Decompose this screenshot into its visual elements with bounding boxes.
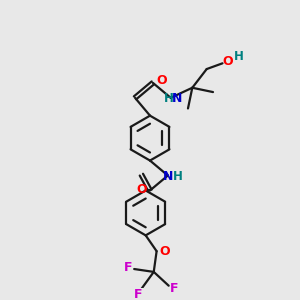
Text: H: H [233, 50, 243, 64]
Text: N: N [163, 169, 174, 183]
Text: H: H [164, 92, 173, 105]
Text: F: F [170, 281, 179, 295]
Text: O: O [222, 56, 233, 68]
Text: F: F [134, 288, 143, 300]
Text: H: H [173, 169, 183, 183]
Text: N: N [172, 92, 182, 105]
Text: O: O [136, 182, 147, 196]
Text: O: O [159, 245, 170, 258]
Text: O: O [156, 74, 167, 87]
Text: F: F [124, 261, 133, 274]
